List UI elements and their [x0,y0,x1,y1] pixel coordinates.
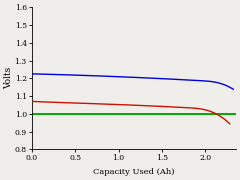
Y-axis label: Volts: Volts [4,67,13,89]
X-axis label: Capacity Used (Ah): Capacity Used (Ah) [93,168,174,176]
